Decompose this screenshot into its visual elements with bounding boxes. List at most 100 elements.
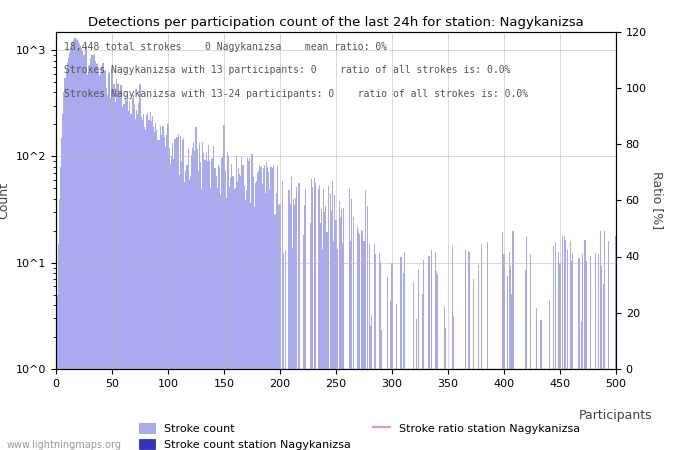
Bar [561, 236, 563, 450]
Bar [546, 369, 547, 450]
Bar [234, 188, 236, 450]
Bar [193, 143, 195, 450]
Bar [370, 326, 371, 450]
Bar [445, 328, 447, 450]
Bar [444, 306, 445, 450]
Bar [510, 266, 511, 450]
Bar [277, 166, 279, 450]
Bar [290, 176, 292, 450]
Bar [295, 198, 296, 450]
Bar [400, 257, 402, 450]
Text: Strokes Nagykanizsa with 13 participants: 0    ratio of all strokes is: 0.0%: Strokes Nagykanizsa with 13 participants… [64, 65, 511, 75]
Bar [182, 140, 183, 450]
Bar [89, 67, 90, 450]
Bar [604, 231, 606, 450]
Bar [260, 167, 262, 450]
Bar [584, 240, 585, 450]
Y-axis label: Ratio [%]: Ratio [%] [650, 171, 664, 230]
Bar [274, 215, 275, 450]
Bar [240, 176, 241, 450]
Bar [453, 316, 454, 450]
Bar [227, 152, 228, 450]
Bar [376, 369, 377, 450]
Bar [455, 369, 456, 450]
Bar [83, 55, 85, 450]
Bar [217, 188, 218, 450]
Bar [598, 369, 600, 450]
Bar [161, 135, 162, 450]
Bar [371, 315, 372, 450]
Bar [312, 187, 313, 450]
Bar [173, 159, 174, 450]
Bar [499, 369, 500, 450]
Bar [304, 205, 305, 450]
Bar [324, 212, 326, 450]
Bar [212, 158, 214, 450]
Bar [424, 369, 425, 450]
Bar [293, 199, 294, 450]
Bar [378, 369, 379, 450]
Bar [432, 369, 433, 450]
Bar [529, 369, 531, 450]
Bar [393, 369, 395, 450]
Bar [245, 200, 246, 450]
Bar [279, 204, 281, 450]
Bar [594, 369, 595, 450]
Bar [550, 369, 552, 450]
Bar [102, 63, 104, 450]
Bar [333, 241, 335, 450]
Bar [470, 369, 471, 450]
Bar [119, 92, 120, 450]
Bar [451, 369, 452, 450]
Bar [165, 147, 167, 450]
Bar [603, 284, 604, 450]
Bar [314, 178, 315, 450]
Bar [301, 369, 302, 450]
Bar [385, 369, 386, 450]
Bar [313, 369, 314, 450]
Bar [379, 253, 380, 450]
Bar [107, 94, 108, 450]
Bar [533, 369, 535, 450]
Bar [360, 369, 361, 450]
Bar [61, 138, 62, 450]
Bar [81, 48, 83, 450]
Bar [174, 140, 175, 450]
Bar [180, 136, 181, 450]
Bar [503, 254, 505, 450]
Bar [78, 42, 79, 450]
Bar [395, 369, 396, 450]
Bar [169, 163, 171, 450]
Bar [219, 166, 220, 450]
Bar [118, 83, 119, 450]
Bar [536, 307, 537, 450]
Bar [155, 123, 156, 450]
Bar [87, 75, 88, 450]
Bar [545, 369, 546, 450]
Bar [438, 369, 440, 450]
Bar [509, 252, 510, 450]
Bar [79, 44, 80, 450]
Bar [105, 70, 106, 450]
Bar [544, 369, 545, 450]
Bar [368, 369, 369, 450]
Bar [572, 253, 573, 450]
Bar [64, 78, 66, 450]
Bar [482, 369, 483, 450]
Bar [62, 114, 63, 450]
Bar [303, 235, 304, 450]
Bar [152, 116, 153, 450]
Bar [323, 189, 324, 450]
Bar [427, 369, 428, 450]
Bar [553, 246, 554, 450]
Bar [307, 369, 309, 450]
Bar [238, 167, 239, 450]
Bar [473, 279, 475, 450]
Bar [573, 369, 574, 450]
Bar [214, 168, 216, 450]
Bar [496, 369, 497, 450]
Bar [456, 369, 458, 450]
Bar [59, 199, 60, 450]
Bar [108, 73, 109, 450]
Legend: Stroke count, Stroke count station Nagykanizsa, Stroke ratio station Nagykanizsa: Stroke count, Stroke count station Nagyk… [134, 418, 584, 450]
